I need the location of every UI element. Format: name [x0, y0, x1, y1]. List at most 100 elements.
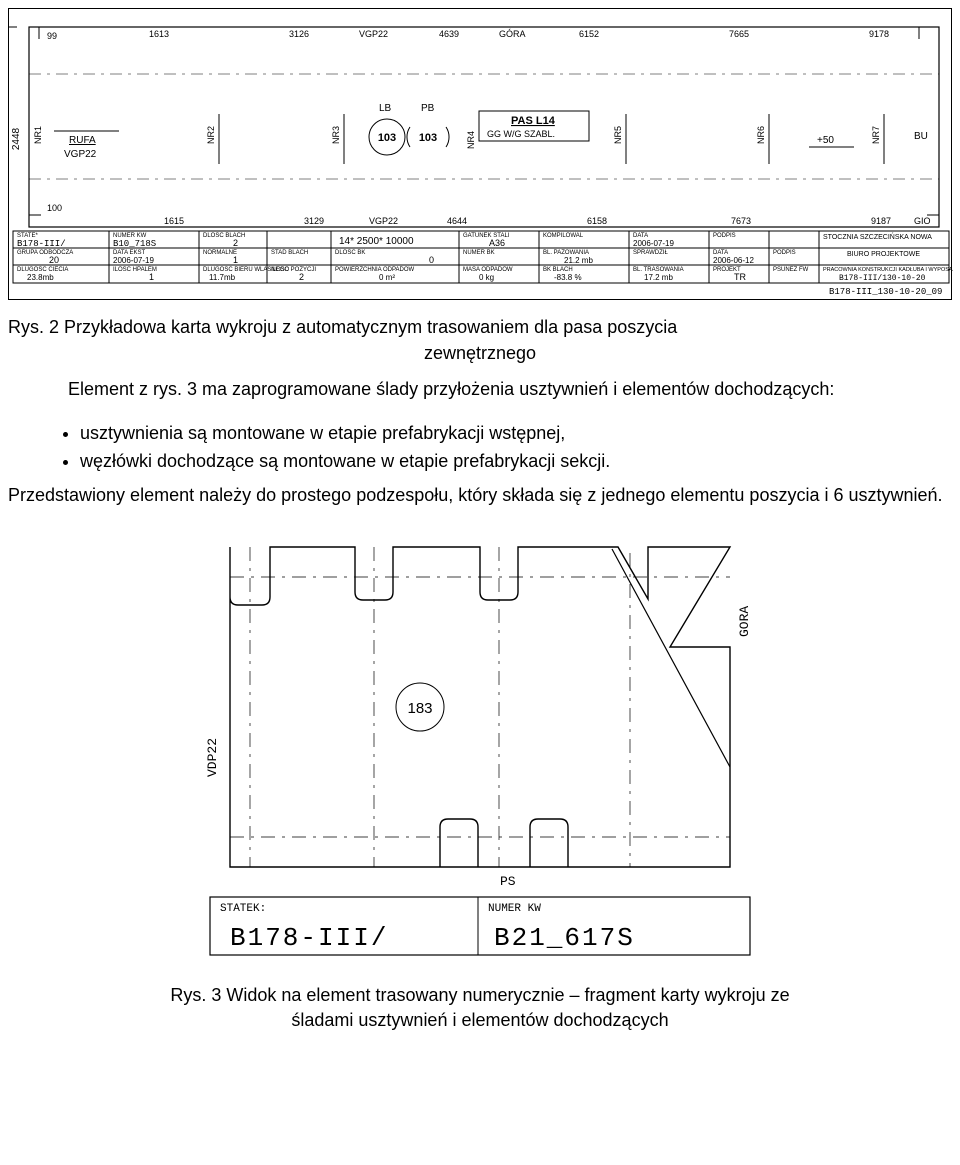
- svg-text:NUMER BK: NUMER BK: [463, 250, 495, 256]
- label-183: 183: [407, 700, 432, 717]
- svg-text:NR7: NR7: [871, 126, 881, 144]
- svg-text:ILOSC POZYCJI: ILOSC POZYCJI: [271, 267, 316, 273]
- svg-text:NR2: NR2: [206, 126, 216, 144]
- svg-text:+50: +50: [817, 135, 834, 146]
- svg-text:STAD BLACH: STAD BLACH: [271, 250, 308, 256]
- numer-label: NUMER KW: [488, 903, 541, 915]
- svg-text:2: 2: [299, 272, 304, 282]
- svg-text:PODPIS: PODPIS: [713, 233, 736, 239]
- svg-text:NR6: NR6: [756, 126, 766, 144]
- label-ps: PS: [500, 874, 516, 889]
- element-intro: Element z rys. 3 ma zaprogramowane ślady…: [8, 376, 952, 402]
- svg-text:9187: 9187: [871, 216, 891, 226]
- svg-text:GRUPA ODBODCZA: GRUPA ODBODCZA: [17, 250, 73, 256]
- figure-3-caption: Rys. 3 Widok na element trasowany numery…: [8, 983, 952, 1033]
- svg-text:GÓRA: GÓRA: [499, 29, 526, 39]
- svg-text:-83.8 %: -83.8 %: [554, 273, 582, 282]
- svg-text:PODPIS: PODPIS: [773, 250, 796, 256]
- figure-3-drawing: 183 VDP22 GORA PS STATEK: B178-III/ NUME…: [170, 527, 790, 967]
- svg-text:RUFA: RUFA: [69, 135, 96, 146]
- svg-text:9178: 9178: [869, 29, 889, 39]
- svg-text:BU: BU: [914, 131, 928, 142]
- svg-text:PRACOWNIA KONSTRUKCJI KADŁUBA: PRACOWNIA KONSTRUKCJI KADŁUBA I WYPOSAŻE…: [823, 266, 953, 273]
- figure-2-drawing: 2448 99 1613 3126 VGP22 4639 GÓRA 6152 7…: [8, 8, 952, 300]
- svg-text:NR3: NR3: [331, 126, 341, 144]
- svg-text:NR5: NR5: [613, 126, 623, 144]
- svg-text:6158: 6158: [587, 216, 607, 226]
- svg-text:17.2 mb: 17.2 mb: [644, 273, 673, 282]
- svg-text:4644: 4644: [447, 216, 467, 226]
- figure-2-caption: Rys. 2 Przykładowa karta wykroju z autom…: [8, 314, 952, 366]
- svg-text:3129: 3129: [304, 216, 324, 226]
- svg-text:DLOSC BLACH: DLOSC BLACH: [203, 233, 245, 239]
- svg-text:1: 1: [233, 255, 238, 265]
- svg-text:1: 1: [149, 272, 154, 282]
- caption-line-b: zewnętrznego: [424, 343, 536, 363]
- svg-text:A36: A36: [489, 238, 505, 248]
- svg-text:PSUNEZ FW: PSUNEZ FW: [773, 267, 809, 273]
- svg-text:11.7mb: 11.7mb: [209, 273, 236, 282]
- svg-text:NORMALNE: NORMALNE: [203, 250, 237, 256]
- svg-text:STOCZNIA SZCZECIŃSKA NOWA: STOCZNIA SZCZECIŃSKA NOWA: [823, 232, 932, 241]
- title-block: STATE* B178-III/ NUMER KW B10_718S DLOSC…: [13, 231, 953, 297]
- svg-text:100: 100: [47, 203, 62, 213]
- svg-text:2006-07-19: 2006-07-19: [633, 239, 674, 248]
- svg-text:1613: 1613: [149, 29, 169, 39]
- svg-text:KOMPILOWAL: KOMPILOWAL: [543, 233, 584, 239]
- svg-text:VGP22: VGP22: [369, 216, 398, 226]
- svg-text:7665: 7665: [729, 29, 749, 39]
- svg-text:21.2 mb: 21.2 mb: [564, 256, 593, 265]
- svg-text:6152: 6152: [579, 29, 599, 39]
- svg-text:20: 20: [49, 255, 59, 265]
- bullet-2: węzłówki dochodzące są montowane w etapi…: [80, 448, 952, 474]
- svg-text:VGP22: VGP22: [359, 29, 388, 39]
- label-vdp22: VDP22: [205, 738, 220, 777]
- bottom-scale: 100 1615 3129 VGP22 4644 6158 7673 9187 …: [47, 203, 931, 226]
- svg-text:SPRAWDZIŁ: SPRAWDZIŁ: [633, 250, 668, 256]
- element-line: Element z rys. 3 ma zaprogramowane ślady…: [68, 379, 834, 399]
- label-gora: GORA: [737, 605, 752, 636]
- svg-text:103: 103: [378, 132, 396, 144]
- svg-text:103: 103: [419, 132, 437, 144]
- caption-line-a: Rys. 2 Przykładowa karta wykroju z autom…: [8, 317, 677, 337]
- svg-text:0: 0: [429, 255, 434, 265]
- svg-text:99: 99: [47, 31, 57, 41]
- svg-text:7673: 7673: [731, 216, 751, 226]
- svg-text:B10_718S: B10_718S: [113, 239, 156, 249]
- svg-text:B178-III/130-10-20: B178-III/130-10-20: [839, 274, 926, 283]
- plate-content: NR1 RUFA VGP22 NR2 NR3 LB PB 103 103 PAS…: [29, 74, 939, 215]
- svg-text:0 m²: 0 m²: [379, 273, 395, 282]
- svg-text:14* 2500* 10000: 14* 2500* 10000: [339, 236, 414, 247]
- svg-text:0 kg: 0 kg: [479, 273, 494, 282]
- svg-text:VGP22: VGP22: [64, 149, 97, 160]
- svg-text:POWIERZCHNIA ODPADOW: POWIERZCHNIA ODPADOW: [335, 267, 415, 273]
- bullet-list: usztywnienia są montowane w etapie prefa…: [8, 420, 952, 474]
- svg-text:B178-III/: B178-III/: [17, 239, 66, 249]
- svg-text:GG W/G SZABL.: GG W/G SZABL.: [487, 129, 555, 139]
- svg-text:2006-07-19: 2006-07-19: [113, 256, 154, 265]
- caption3-line-a: Rys. 3 Widok na element trasowany numery…: [170, 985, 789, 1005]
- svg-text:PAS L14: PAS L14: [511, 115, 556, 127]
- statek-label: STATEK:: [220, 903, 266, 915]
- svg-text:NR1: NR1: [33, 126, 43, 144]
- svg-text:B178-III_130-10-20_09: B178-III_130-10-20_09: [829, 287, 942, 297]
- svg-text:23.8mb: 23.8mb: [27, 273, 54, 282]
- top-scale: 99 1613 3126 VGP22 4639 GÓRA 6152 7665 9…: [9, 27, 919, 41]
- dim-2448: 2448: [11, 127, 22, 150]
- svg-text:2006-06-12: 2006-06-12: [713, 256, 754, 265]
- svg-text:TR: TR: [734, 272, 746, 282]
- svg-text:BIURO PROJEKTOWE: BIURO PROJEKTOWE: [847, 251, 920, 258]
- svg-text:PB: PB: [421, 103, 435, 114]
- figure-2-svg: 2448 99 1613 3126 VGP22 4639 GÓRA 6152 7…: [9, 9, 953, 299]
- svg-text:DLOSC BK: DLOSC BK: [335, 250, 365, 256]
- svg-text:LB: LB: [379, 103, 392, 114]
- svg-text:3126: 3126: [289, 29, 309, 39]
- figure-3-svg: 183 VDP22 GORA PS STATEK: B178-III/ NUME…: [170, 527, 790, 967]
- svg-text:2: 2: [233, 238, 238, 248]
- statek-val: B178-III/: [230, 923, 388, 953]
- svg-text:1615: 1615: [164, 216, 184, 226]
- svg-text:NR4: NR4: [466, 131, 476, 149]
- paragraph: Przedstawiony element należy do prostego…: [8, 482, 952, 508]
- svg-text:4639: 4639: [439, 29, 459, 39]
- svg-text:GIO: GIO: [914, 216, 931, 226]
